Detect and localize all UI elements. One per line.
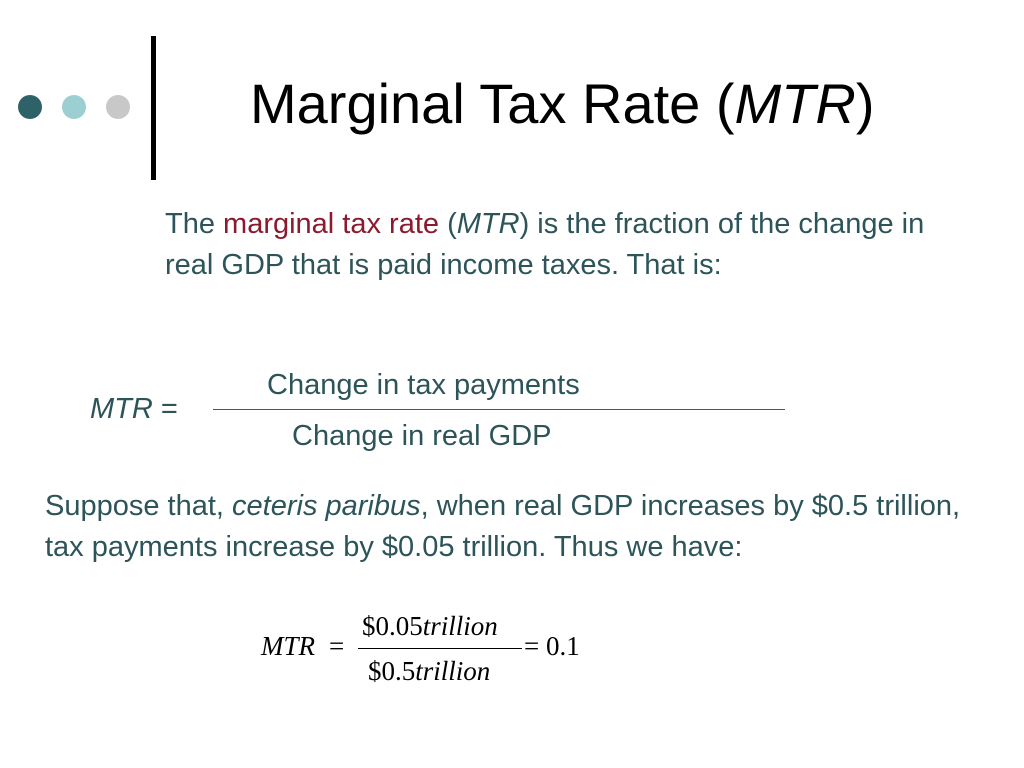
definition-paragraph: The marginal tax rate (MTR) is the fract… — [165, 204, 955, 286]
title-abbr: MTR — [734, 72, 856, 135]
title-text: Marginal Tax Rate ( — [250, 72, 735, 135]
dark-teal-dot-icon — [18, 95, 42, 119]
formula1-numerator: Change in tax payments — [267, 369, 580, 401]
highlighted-term: marginal tax rate — [223, 208, 440, 240]
formula1-denominator: Change in real GDP — [292, 420, 552, 452]
slide-title: Marginal Tax Rate (MTR) — [250, 76, 874, 132]
title-suffix: ) — [855, 72, 875, 135]
definition-abbr: MTR — [456, 208, 520, 240]
formula1-lhs-eq: = — [152, 393, 178, 425]
formula2-fraction-bar — [358, 648, 522, 649]
formula2-numerator: $0.05trillion — [362, 611, 498, 642]
formula2-equals: = — [329, 631, 345, 661]
formula2-num-unit: trillion — [422, 611, 498, 641]
definition-text-2: ( — [439, 208, 457, 240]
light-teal-dot-icon — [62, 95, 86, 119]
formula1-lhs: MTR = — [90, 393, 178, 426]
formula1-fraction-bar — [213, 409, 785, 410]
formula2-den-value: $0.5 — [368, 656, 416, 686]
example-text-2: , when real GDP increases by $0.5 trilli… — [45, 490, 961, 563]
formula2-num-value: $0.05 — [362, 611, 423, 641]
formula2-den-unit: trillion — [415, 656, 491, 686]
formula2-denominator: $0.5trillion — [368, 656, 490, 687]
example-italic: ceteris paribus — [232, 490, 421, 522]
formula2-result: = 0.1 — [524, 631, 580, 661]
formula2-lhs: MTR — [261, 631, 315, 661]
title-divider — [151, 36, 156, 180]
definition-text-3: ) is the fraction of the change in real … — [165, 208, 925, 281]
definition-text-1: The — [165, 208, 224, 240]
example-paragraph: Suppose that, ceteris paribus, when real… — [45, 486, 985, 568]
gray-dot-icon — [106, 95, 130, 119]
example-text-1: Suppose that, — [45, 490, 233, 522]
formula1-lhs-abbr: MTR — [90, 393, 153, 425]
